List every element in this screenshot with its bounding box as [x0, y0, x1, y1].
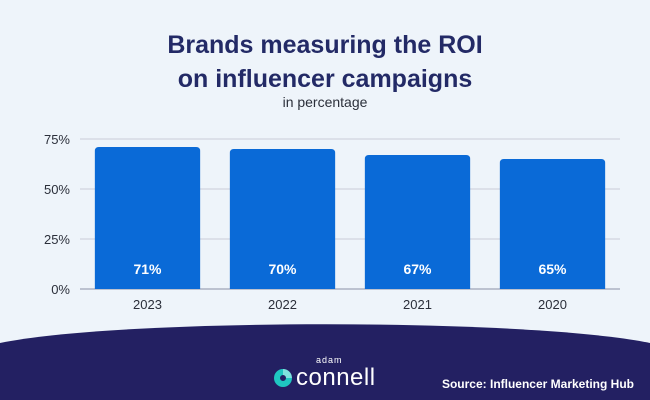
- y-tick-labels: 0% 25% 50% 75%: [44, 132, 70, 297]
- y-tick-label: 0%: [51, 282, 70, 297]
- value-label: 70%: [268, 261, 297, 277]
- value-label: 71%: [133, 261, 162, 277]
- x-tick-label: 2022: [268, 297, 297, 312]
- chart-title-line-1: Brands measuring the ROI: [167, 31, 483, 59]
- logo-top-text: adam: [316, 355, 343, 365]
- x-tick-label: 2023: [133, 297, 162, 312]
- y-tick-label: 75%: [44, 132, 70, 147]
- bars: [94, 147, 606, 289]
- logo-mark-icon: [274, 369, 292, 387]
- y-tick-label: 25%: [44, 232, 70, 247]
- x-tick-label: 2021: [403, 297, 432, 312]
- logo-main-text: connell: [296, 364, 376, 391]
- x-tick-label: 2020: [538, 297, 567, 312]
- chart-title: Brands measuring the ROI on influencer c…: [0, 28, 650, 96]
- bar: [364, 155, 471, 289]
- bar: [499, 159, 606, 289]
- value-label: 65%: [538, 261, 567, 277]
- source-note: Source: Influencer Marketing Hub: [441, 377, 634, 391]
- y-tick-label: 50%: [44, 182, 70, 197]
- x-tick-labels: 2023 2022 2021 2020: [133, 297, 567, 312]
- chart-subtitle: in percentage: [282, 94, 368, 110]
- value-labels: 71% 70% 67% 65%: [133, 261, 567, 277]
- chart-title-line-2: on influencer campaigns: [177, 65, 473, 93]
- bar: [94, 147, 201, 289]
- value-label: 67%: [403, 261, 432, 277]
- bar: [229, 149, 336, 289]
